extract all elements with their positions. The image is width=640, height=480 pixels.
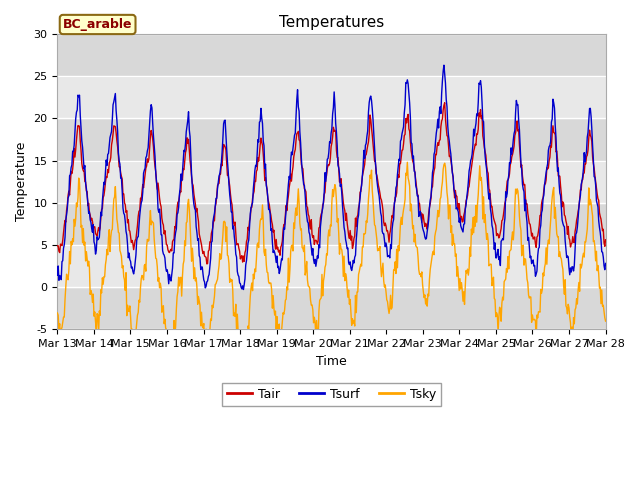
Bar [58, 245, 605, 287]
Bar [58, 160, 605, 203]
Title: Temperatures: Temperatures [279, 15, 384, 30]
Bar [58, 119, 605, 160]
Bar [58, 34, 605, 76]
Bar [58, 76, 605, 119]
X-axis label: Time: Time [316, 355, 347, 368]
Legend: Tair, Tsurf, Tsky: Tair, Tsurf, Tsky [222, 383, 441, 406]
Y-axis label: Temperature: Temperature [15, 142, 28, 221]
Bar [58, 287, 605, 329]
Text: BC_arable: BC_arable [63, 18, 132, 31]
Bar [58, 203, 605, 245]
